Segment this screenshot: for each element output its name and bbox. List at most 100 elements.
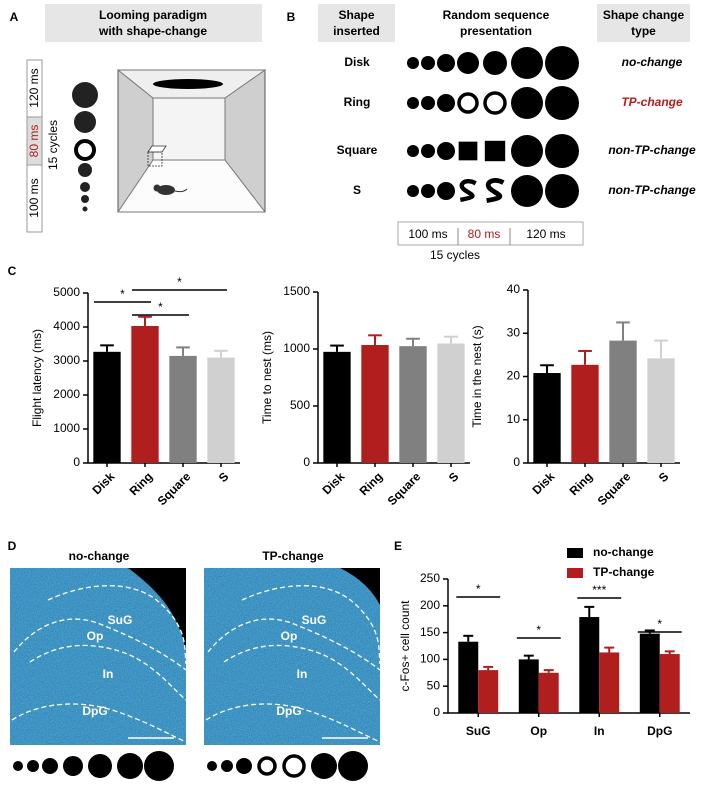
timing-label: 80 ms [27, 125, 41, 158]
square-shape [484, 140, 506, 162]
disk-shape [437, 142, 455, 160]
background-region [128, 568, 186, 652]
legend-swatch [567, 568, 583, 578]
panel-label: D [8, 539, 17, 553]
disk-shape [437, 54, 455, 72]
y-tick-label: 20 [507, 369, 521, 383]
region-boundary [29, 644, 187, 701]
header-text: Shape change [603, 8, 685, 22]
cycles-label: 15 cycles [46, 120, 60, 170]
y-axis-label: Time in the nest (s) [470, 325, 484, 427]
disk-shape [437, 182, 455, 200]
disk-shape [421, 144, 435, 158]
panel-label: C [8, 264, 17, 278]
x-tick-label: Square [595, 469, 634, 508]
disk-shape [545, 46, 579, 80]
x-tick-label: Ring [357, 469, 386, 498]
x-tick-label: Square [385, 469, 424, 508]
region-boundary [47, 585, 187, 665]
panel-label: B [287, 10, 296, 24]
image-title: no-change [69, 549, 130, 563]
region-label: In [297, 667, 308, 681]
bar [399, 346, 427, 463]
image-title: TP-change [262, 549, 324, 563]
y-tick-label: 0 [303, 455, 310, 469]
disk-shape [207, 761, 217, 771]
disk-shape [407, 97, 419, 109]
header-text: inserted [333, 24, 380, 38]
bar [599, 652, 620, 713]
ring-shape [457, 92, 479, 114]
stimulus-ring [74, 139, 96, 161]
header-text: presentation [460, 24, 532, 38]
ring-shape [282, 754, 306, 778]
x-tick-label: Disk [320, 469, 348, 497]
disk-shape [421, 184, 435, 198]
x-tick-label: Ring [567, 469, 596, 498]
significance-label: * [536, 623, 541, 637]
legend-label: no-change [593, 545, 654, 559]
y-tick-label: 500 [290, 398, 310, 412]
disk-shape [144, 751, 174, 781]
shape-name: Disk [344, 55, 370, 69]
region-boundary [241, 585, 381, 665]
bar [518, 659, 539, 713]
y-tick-label: 2000 [53, 387, 80, 401]
stimulus-disk [78, 163, 92, 177]
bar [169, 355, 197, 463]
legend-label: TP-change [593, 565, 655, 579]
timeline-label: 100 ms [408, 227, 447, 241]
timeline-label: 120 ms [526, 227, 565, 241]
x-tick-label: S [216, 469, 232, 485]
disk-shape [13, 761, 23, 771]
y-axis-label: Time to nest (ms) [260, 331, 274, 424]
header-box [318, 4, 395, 42]
disk-shape [511, 175, 543, 207]
y-axis-label: c-Fos+ cell count [398, 600, 412, 692]
significance-label: * [476, 582, 481, 596]
disk-shape [545, 174, 579, 208]
disk-shape [421, 96, 435, 110]
disk-shape [511, 135, 543, 167]
significance-label: * [120, 287, 125, 301]
significance-label: * [158, 300, 163, 314]
disk-shape [511, 87, 543, 119]
shape-name: Square [337, 143, 378, 157]
disk-shape [27, 760, 39, 772]
cycles-label: 15 cycles [430, 248, 480, 262]
x-tick-label: S [446, 469, 462, 485]
disk-shape [457, 52, 479, 74]
y-tick-label: 0 [73, 455, 80, 469]
disk-shape [483, 51, 507, 75]
y-axis-label: Flight latency (ms) [30, 329, 44, 427]
x-tick-label: Ring [127, 469, 156, 498]
y-tick-label: 1500 [283, 284, 310, 298]
significance-label: * [177, 275, 182, 289]
s-shape [459, 179, 477, 202]
y-tick-label: 3000 [53, 353, 80, 367]
y-tick-label: 0 [433, 705, 440, 719]
bar [647, 358, 675, 463]
bar [131, 325, 159, 463]
bar [361, 345, 389, 463]
disk-shape [511, 47, 543, 79]
region-boundary [205, 703, 381, 743]
stimulus-disk [80, 182, 90, 192]
disk-shape [63, 756, 83, 776]
ring-shape [483, 91, 507, 115]
region-label: DpG [276, 704, 301, 718]
shape-name: S [353, 183, 361, 197]
disk-shape [42, 758, 58, 774]
y-tick-label: 150 [420, 625, 440, 639]
header-box [597, 4, 690, 42]
stimulus-disk [82, 206, 88, 212]
disk-shape [421, 56, 435, 70]
bar [207, 357, 235, 463]
y-tick-label: 5000 [53, 285, 80, 299]
bar [579, 617, 600, 713]
panel-label: A [10, 10, 19, 24]
change-type: TP-change [621, 95, 683, 109]
bar [659, 654, 680, 713]
disk-shape [545, 134, 579, 168]
